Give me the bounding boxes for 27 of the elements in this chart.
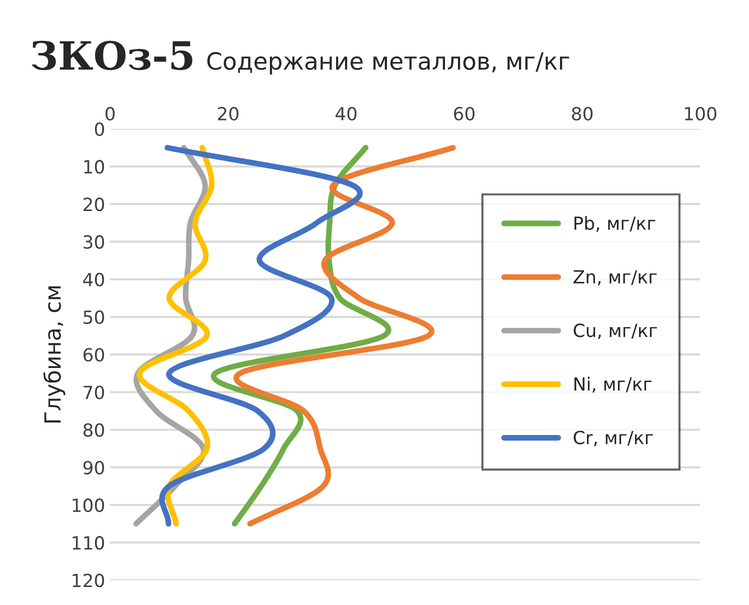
y-tick-label: 10	[84, 160, 104, 174]
x-tick-label: 0	[106, 106, 115, 121]
y-tick-label: 60	[84, 348, 104, 362]
y-tick-label: 40	[83, 272, 104, 286]
y-tick-label: 120	[72, 574, 104, 588]
legend-label: Ni, мг/кг	[574, 376, 652, 393]
y-tick-label: 90	[83, 460, 104, 474]
y-axis-title: Глубина, см	[43, 286, 66, 423]
y-tick-label: 80	[83, 423, 104, 437]
legend-label: Cu, мг/кг	[574, 324, 657, 340]
y-tick-label: 30	[84, 235, 104, 249]
y-tick-label: 110	[72, 536, 104, 550]
x-tick-label: 60	[454, 106, 475, 121]
y-tick-label: 100	[72, 498, 104, 512]
legend-label: Cr, мг/кг	[574, 430, 653, 446]
x-tick-label: 40	[336, 106, 356, 121]
x-tick-label: 80	[572, 106, 593, 121]
y-tick-label: 70	[84, 386, 104, 400]
y-tick-label: 0	[94, 122, 104, 136]
legend-label: Pb, мг/кг	[574, 216, 656, 232]
y-tick-label: 20	[84, 198, 104, 212]
x-tick-label: 20	[218, 106, 238, 121]
x-axis-title: Содержание металлов, мг/кг	[207, 52, 570, 74]
y-tick-label: 50	[84, 310, 104, 324]
legend-label: Zn, мг/кг	[574, 270, 657, 286]
x-tick-label: 100	[685, 106, 716, 121]
chart-title: ЗКОз-5	[32, 40, 192, 70]
